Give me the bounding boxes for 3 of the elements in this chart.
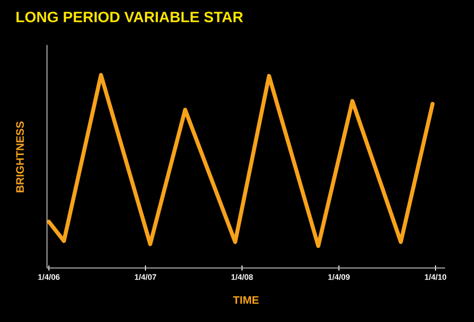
y-axis-title: BRIGHTNESS: [16, 122, 24, 192]
chart-title: LONG PERIOD VARIABLE STAR: [16, 12, 243, 22]
x-axis-title: TIME: [233, 296, 259, 304]
